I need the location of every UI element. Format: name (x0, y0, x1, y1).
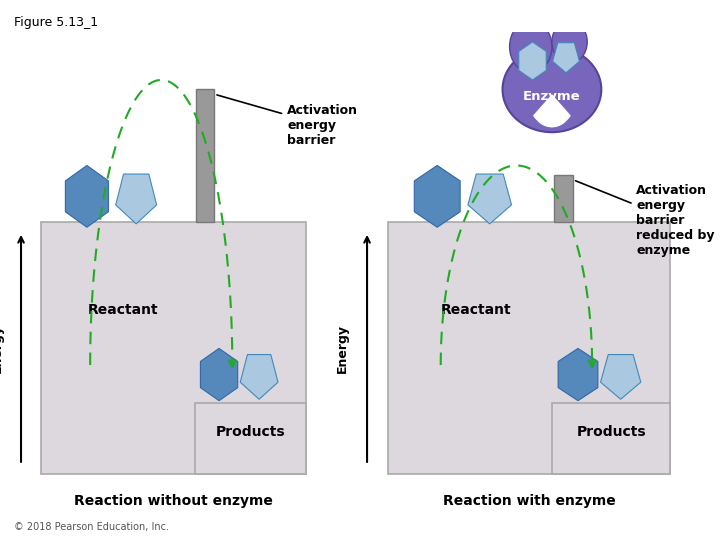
Polygon shape (66, 165, 109, 227)
Ellipse shape (503, 46, 601, 132)
Bar (552, 403, 670, 474)
Polygon shape (116, 174, 157, 224)
Polygon shape (553, 43, 580, 73)
Polygon shape (519, 42, 546, 80)
Polygon shape (468, 174, 511, 224)
Polygon shape (414, 165, 460, 227)
Bar (196, 90, 215, 222)
Text: Products: Products (577, 425, 646, 439)
Polygon shape (200, 348, 238, 401)
Polygon shape (558, 348, 598, 401)
Text: Activation
energy
barrier
reduced by
enzyme: Activation energy barrier reduced by enz… (575, 181, 715, 258)
Bar (388, 222, 670, 474)
Ellipse shape (552, 21, 588, 63)
Bar (41, 222, 306, 474)
Text: © 2018 Pearson Education, Inc.: © 2018 Pearson Education, Inc. (14, 522, 169, 532)
Bar (194, 403, 306, 474)
Bar (554, 175, 573, 222)
Text: Reaction with enzyme: Reaction with enzyme (443, 494, 616, 508)
Text: Enzyme: Enzyme (523, 90, 581, 103)
Text: Products: Products (215, 425, 285, 439)
Text: Figure 5.13_1: Figure 5.13_1 (14, 16, 99, 29)
Polygon shape (600, 355, 641, 399)
Text: Activation
energy
barrier: Activation energy barrier (217, 95, 358, 147)
Text: Reactant: Reactant (88, 303, 158, 317)
Text: Energy: Energy (0, 324, 4, 373)
Ellipse shape (510, 21, 552, 73)
Wedge shape (533, 94, 571, 127)
Polygon shape (240, 355, 278, 399)
Text: Reaction without enzyme: Reaction without enzyme (74, 494, 273, 508)
Text: Energy: Energy (336, 324, 349, 373)
Text: Reactant: Reactant (441, 303, 511, 317)
